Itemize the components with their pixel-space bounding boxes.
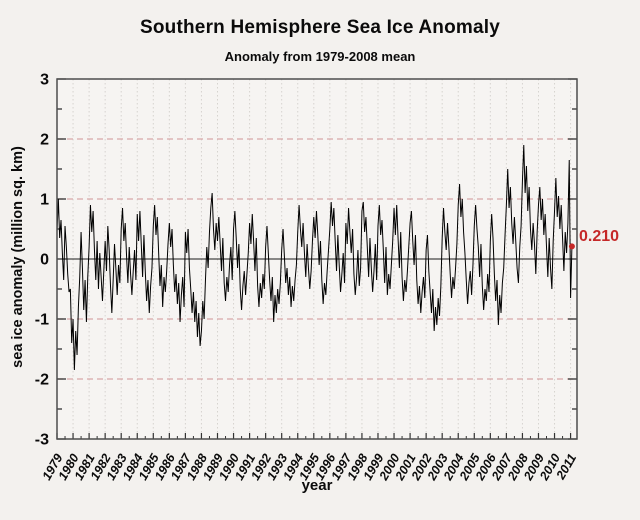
y-tick-label: -2 [35,372,49,389]
current-value-annotation: 0.210 [579,228,620,245]
x-axis-label: year [301,477,333,494]
chart-subtitle: Anomaly from 1979-2008 mean [224,49,416,64]
y-axis-label: sea ice anomaly (million sq. km) [10,146,26,368]
y-tick-label: -1 [35,312,49,329]
y-tick-label: 1 [40,192,49,209]
plot-frame [56,78,578,440]
y-tick-label: 0 [40,252,49,269]
y-tick-label: -3 [35,432,49,449]
chart-title: Southern Hemisphere Sea Ice Anomaly [139,17,501,38]
y-tick-label: 3 [40,72,49,89]
y-tick-label: 2 [40,132,49,149]
anomaly-line [56,144,573,371]
current-value-marker [568,243,575,250]
